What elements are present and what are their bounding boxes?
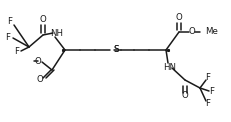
Text: O: O (35, 56, 41, 66)
Text: S: S (113, 46, 119, 55)
Text: F: F (15, 46, 19, 56)
Text: Me: Me (205, 27, 218, 36)
Text: S: S (113, 46, 119, 55)
Text: HN: HN (164, 63, 176, 72)
Text: NH: NH (51, 29, 64, 37)
Text: F: F (206, 98, 210, 107)
Text: F: F (6, 32, 10, 41)
Text: O: O (40, 15, 46, 24)
Text: O: O (182, 91, 188, 100)
Text: O: O (37, 76, 43, 85)
Text: O: O (189, 27, 195, 36)
Text: O: O (176, 12, 182, 21)
Text: F: F (206, 73, 210, 82)
Text: F: F (210, 86, 215, 96)
Text: F: F (7, 17, 12, 26)
